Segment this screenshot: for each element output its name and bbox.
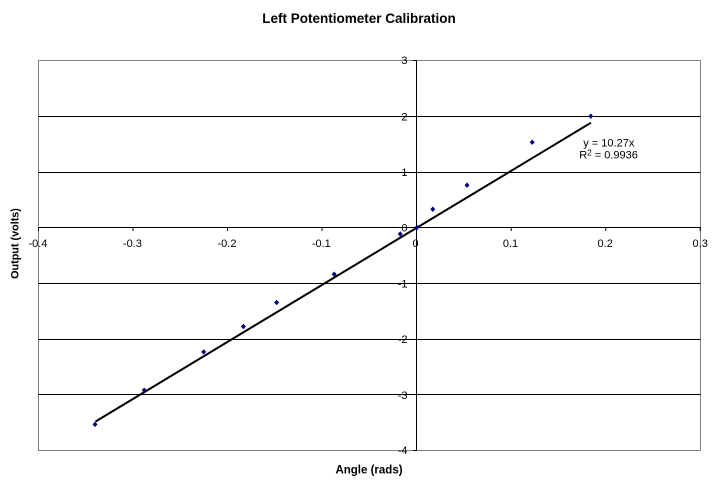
svg-text:y = 10.27x: y = 10.27x	[583, 137, 635, 149]
svg-text:-1: -1	[398, 278, 408, 290]
svg-text:-2: -2	[398, 334, 408, 346]
svg-text:-4: -4	[398, 445, 408, 457]
svg-text:-0.1: -0.1	[312, 238, 331, 250]
svg-text:2: 2	[401, 111, 407, 123]
svg-text:Left Potentiometer Calibration: Left Potentiometer Calibration	[262, 11, 456, 26]
svg-text:0.2: 0.2	[598, 238, 613, 250]
svg-text:3: 3	[401, 55, 407, 67]
svg-text:0.1: 0.1	[503, 238, 518, 250]
svg-text:0.3: 0.3	[693, 238, 708, 250]
svg-text:Angle (rads): Angle (rads)	[335, 465, 402, 477]
svg-text:R2 = 0.9936: R2 = 0.9936	[579, 149, 638, 162]
svg-text:-3: -3	[398, 390, 408, 402]
svg-text:0: 0	[412, 238, 418, 250]
svg-text:1: 1	[401, 167, 407, 179]
svg-text:Output (volts): Output (volts)	[10, 208, 22, 279]
svg-text:-0.2: -0.2	[218, 238, 237, 250]
svg-text:0: 0	[401, 222, 407, 234]
svg-text:-0.3: -0.3	[123, 238, 142, 250]
svg-text:-0.4: -0.4	[29, 238, 48, 250]
